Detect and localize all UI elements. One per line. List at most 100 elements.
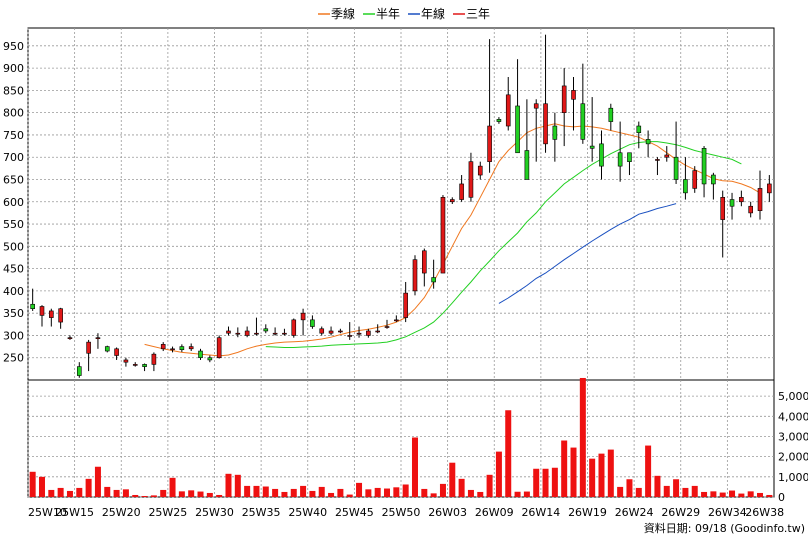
candle-body	[104, 346, 110, 352]
volume-bar	[300, 485, 307, 497]
volume-bar	[589, 458, 596, 497]
volume-bar	[244, 485, 251, 497]
volume-bar	[682, 487, 689, 497]
x-tick-label: 25W30	[195, 506, 234, 519]
volume-bar	[467, 489, 474, 497]
volume-bar	[551, 467, 558, 497]
candle-body	[524, 150, 530, 180]
volume-bar	[365, 489, 372, 497]
candle-body	[188, 346, 194, 350]
legend-label-0: 季線	[331, 6, 355, 21]
ma-line-0	[144, 123, 761, 357]
x-tick-label: 26W29	[661, 506, 700, 519]
candle-body	[720, 197, 726, 220]
volume-bar	[645, 445, 652, 497]
candle-body	[49, 310, 54, 318]
volume-bar	[430, 493, 437, 497]
volume-bar	[290, 488, 297, 497]
volume-bar	[738, 493, 745, 497]
x-tick-label: 26W34	[708, 506, 747, 519]
volume-bars	[29, 377, 773, 497]
volume-bar	[663, 485, 670, 497]
candle-body	[589, 145, 595, 149]
legend-label-2: 年線	[421, 6, 445, 21]
volume-bar	[598, 453, 605, 497]
candle-body	[533, 103, 539, 109]
volume-bar	[766, 494, 773, 497]
candle-body	[179, 346, 185, 351]
volume-bar	[458, 478, 465, 497]
volume-bar	[691, 485, 698, 497]
ma-line-1	[265, 141, 742, 348]
price-grid	[27, 28, 774, 380]
volume-bar	[495, 451, 502, 497]
candle-body	[328, 330, 334, 334]
price-tick-label: 400	[3, 285, 24, 298]
volume-bar	[701, 491, 708, 497]
candle-body	[729, 199, 735, 207]
x-tick-label: 25W50	[382, 506, 421, 519]
candle-body	[95, 337, 101, 339]
candle-body	[449, 199, 455, 203]
volume-bar	[719, 492, 726, 497]
candle-body	[655, 159, 660, 161]
candle-body	[291, 319, 297, 336]
volume-tick-label: 0	[778, 491, 785, 504]
candle-body	[552, 125, 558, 140]
x-tick-label: 25W45	[335, 506, 374, 519]
price-tick-label: 450	[3, 263, 24, 276]
x-tick-label: 25W20	[102, 506, 141, 519]
candle-body	[422, 250, 427, 274]
volume-bar	[253, 485, 260, 497]
candle-body	[86, 341, 91, 354]
candle-body	[505, 94, 511, 127]
candle-body	[151, 353, 157, 365]
volume-bar	[486, 474, 493, 497]
candle-body	[300, 312, 306, 321]
candle-body	[198, 350, 203, 359]
volume-bar	[449, 462, 456, 497]
price-tick-label: 650	[3, 173, 24, 186]
candle-body	[272, 332, 278, 335]
x-tick-label: 25W10	[28, 506, 67, 519]
price-tick-label: 250	[3, 352, 24, 365]
candle-body	[356, 332, 362, 335]
volume-bar	[150, 495, 157, 497]
candle-body	[599, 143, 604, 167]
candle-body	[767, 183, 772, 194]
x-tick-label: 25W35	[242, 506, 281, 519]
volume-bar	[421, 488, 428, 497]
candle-body	[319, 328, 325, 334]
candle-body	[30, 303, 35, 310]
price-tick-label: 950	[3, 40, 24, 53]
candle-body	[76, 366, 82, 376]
volume-bar	[132, 494, 139, 497]
volume-bar	[225, 473, 232, 497]
x-tick-label: 25W15	[55, 506, 94, 519]
volume-bar	[262, 486, 269, 497]
candle-body	[571, 90, 576, 100]
x-tick-label: 26W09	[475, 506, 514, 519]
volume-tick-label: 1,000	[778, 471, 808, 484]
x-tick-label: 25W25	[148, 506, 187, 519]
volume-bar	[579, 377, 586, 497]
price-axis: 250 300 350 400 450 500 550 600 650 700 750 800 850 9…	[3, 40, 24, 365]
candle-body	[142, 364, 147, 367]
ma-line-2	[498, 203, 677, 304]
candle-body	[543, 103, 548, 145]
candle-body	[459, 183, 464, 200]
source-label: 資料日期: 09/18 (Goodinfo.tw)	[644, 521, 805, 535]
candle-body	[67, 337, 73, 339]
volume-bar	[505, 410, 512, 497]
candle-body	[244, 330, 250, 336]
volume-bar	[122, 489, 129, 497]
volume-bar	[113, 489, 120, 497]
volume-bar	[393, 487, 400, 497]
volume-bar	[402, 484, 409, 497]
volume-bar	[570, 447, 577, 497]
volume-bar	[561, 440, 568, 497]
volume-bar	[38, 476, 45, 497]
volume-bar	[57, 487, 64, 497]
candle-body	[114, 348, 119, 356]
